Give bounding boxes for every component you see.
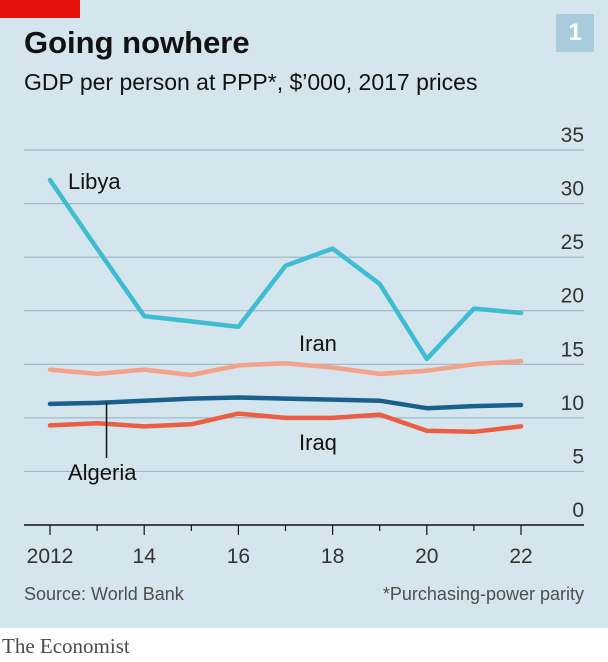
series-line-iran — [47, 358, 524, 378]
y-tick-label: 30 — [561, 178, 584, 201]
series-line-algeria — [47, 395, 524, 411]
x-tick-label: 18 — [321, 545, 344, 568]
series-labels: Libya Iran Algeria Iraq — [68, 169, 337, 485]
x-axis: 2012 14 16 18 20 22 — [24, 524, 584, 568]
y-tick-label: 15 — [561, 338, 584, 361]
chart-panel — [0, 0, 608, 628]
y-tick-label: 5 — [572, 445, 584, 468]
series-line-libya — [47, 177, 524, 362]
y-tick-label: 0 — [572, 499, 584, 522]
y-tick-label: 35 — [561, 124, 584, 147]
series-label-iraq: Iraq — [299, 430, 337, 455]
x-tick-label: 16 — [227, 545, 250, 568]
series-label-libya: Libya — [68, 169, 121, 194]
chart-subtitle: GDP per person at PPP*, $’000, 2017 pric… — [24, 69, 478, 95]
y-tick-label: 10 — [561, 392, 584, 415]
y-tick-label: 20 — [561, 285, 584, 308]
source-note: Source: World Bank — [24, 584, 184, 604]
series-label-iran: Iran — [299, 331, 337, 356]
series-lines — [47, 177, 524, 435]
chart-number-badge: 1 — [556, 14, 594, 52]
brand-red-bar — [0, 0, 80, 18]
series-line-iraq — [47, 411, 524, 435]
x-tick-label: 14 — [133, 545, 157, 568]
publisher-brand: The Economist — [2, 634, 130, 658]
x-tick-label: 2012 — [27, 545, 74, 568]
x-tick-label: 22 — [509, 545, 532, 568]
footnote: *Purchasing-power parity — [382, 584, 584, 604]
series-label-algeria: Algeria — [68, 460, 137, 485]
x-tick-label: 20 — [415, 545, 438, 568]
y-tick-label: 25 — [561, 231, 584, 254]
chart-title: Going nowhere — [24, 25, 250, 60]
line-chart: 0 5 10 15 20 25 30 35 2012 14 16 18 20 22 Libya Iran A… — [24, 124, 584, 568]
y-tick-labels: 0 5 10 15 20 25 30 35 — [561, 124, 584, 522]
